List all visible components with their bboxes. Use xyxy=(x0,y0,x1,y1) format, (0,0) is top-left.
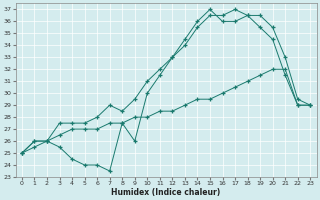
X-axis label: Humidex (Indice chaleur): Humidex (Indice chaleur) xyxy=(111,188,221,197)
